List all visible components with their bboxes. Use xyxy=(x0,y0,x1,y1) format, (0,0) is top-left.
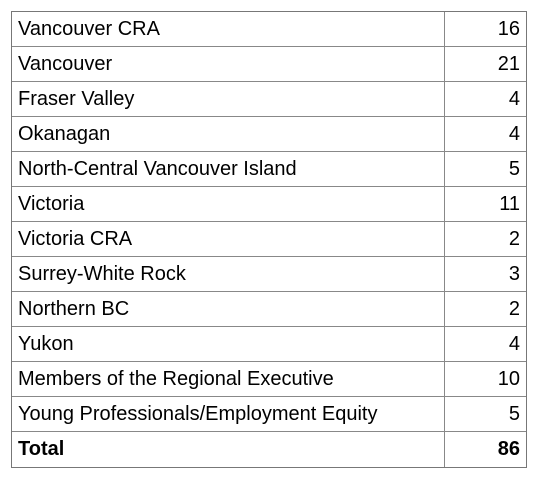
table-row: Members of the Regional Executive 10 xyxy=(12,362,526,397)
region-count: 3 xyxy=(445,257,526,292)
region-label: Surrey-White Rock xyxy=(12,257,445,292)
table-row: Fraser Valley 4 xyxy=(12,82,526,117)
region-table: Vancouver CRA 16 Vancouver 21 Fraser Valley 4… xyxy=(11,11,527,468)
region-label: Vancouver xyxy=(12,47,445,82)
table-row: Young Professionals/Employment Equity 5 xyxy=(12,397,526,432)
table-row: Total 86 xyxy=(12,432,526,467)
region-label: Young Professionals/Employment Equity xyxy=(12,397,445,432)
region-count: 4 xyxy=(445,117,526,152)
table-row: Vancouver 21 xyxy=(12,47,526,82)
region-count: 4 xyxy=(445,82,526,117)
region-label: Okanagan xyxy=(12,117,445,152)
region-count: 5 xyxy=(445,152,526,187)
table-row: Vancouver CRA 16 xyxy=(12,12,526,47)
region-count: 86 xyxy=(497,438,520,460)
region-count: 10 xyxy=(445,362,526,397)
table-row: Northern BC 2 xyxy=(12,292,526,327)
region-label: Victoria CRA xyxy=(12,222,445,257)
region-label: Vancouver CRA xyxy=(12,12,445,47)
region-label: Fraser Valley xyxy=(12,82,445,117)
region-label: Total xyxy=(12,432,445,467)
region-count: 2 xyxy=(445,222,526,257)
region-count: 2 xyxy=(445,292,526,327)
region-label: Victoria xyxy=(12,187,445,222)
region-count: 4 xyxy=(445,327,526,362)
region-count: 21 xyxy=(445,47,526,82)
region-count: 16 xyxy=(445,12,526,47)
table-body: Vancouver CRA 16 Vancouver 21 Fraser Valley 4… xyxy=(12,12,526,467)
table-row: Victoria 11 xyxy=(12,187,526,222)
region-count: 11 xyxy=(445,187,526,222)
region-label: Northern BC xyxy=(12,292,445,327)
table-row: Yukon 4 xyxy=(12,327,526,362)
region-label: North-Central Vancouver Island xyxy=(12,152,445,187)
region-count: 5 xyxy=(445,397,526,432)
region-label: Yukon xyxy=(12,327,445,362)
table-row: Okanagan 4 xyxy=(12,117,526,152)
table-row: North-Central Vancouver Island 5 xyxy=(12,152,526,187)
table-row: Surrey-White Rock 3 xyxy=(12,257,526,292)
region-label: Members of the Regional Executive xyxy=(12,362,445,397)
table-row: Victoria CRA 2 xyxy=(12,222,526,257)
